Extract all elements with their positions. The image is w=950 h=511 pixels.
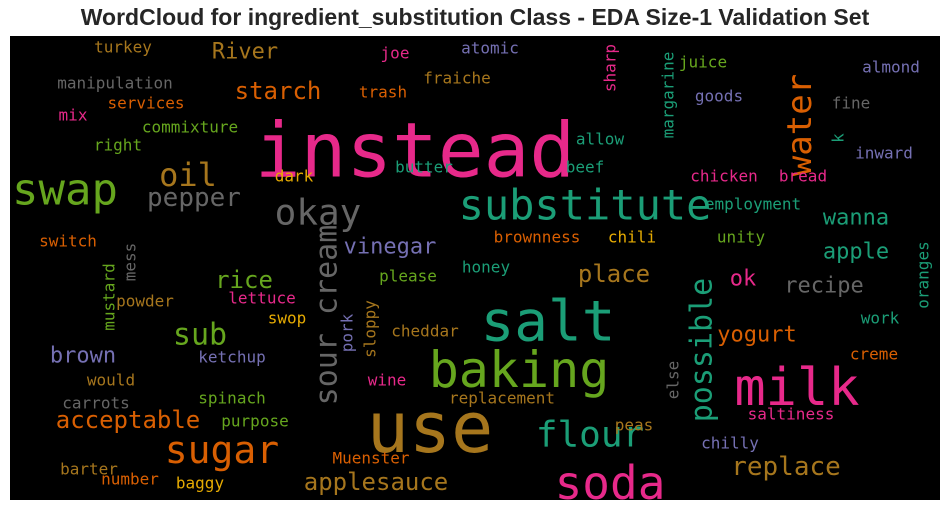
word-mustard: mustard <box>100 263 119 330</box>
word-sugar: sugar <box>165 428 279 472</box>
word-acceptable: acceptable <box>56 406 201 434</box>
word-starch: starch <box>235 77 322 105</box>
word-joe: joe <box>381 44 410 63</box>
word-purpose: purpose <box>221 412 288 431</box>
word-pork: pork <box>338 313 357 352</box>
word-mess: mess <box>121 243 140 282</box>
word-wine: wine <box>368 371 407 390</box>
word-peas: peas <box>615 416 654 435</box>
word-cheddar: cheddar <box>391 322 459 341</box>
word-sour-cream: sour cream <box>310 225 345 406</box>
word-employment: employment <box>705 195 801 214</box>
word-brown: brown <box>50 344 116 369</box>
word-bread: bread <box>779 167 827 186</box>
word-rice: rice <box>215 266 273 294</box>
word-recipe: recipe <box>784 274 863 299</box>
word-place: place <box>578 260 650 288</box>
word-applesauce: applesauce <box>304 468 449 496</box>
word-sub: sub <box>173 318 227 353</box>
word-services: services <box>107 94 184 113</box>
cloud-background <box>10 36 940 500</box>
word-allow: allow <box>576 130 625 149</box>
word-would: would <box>87 371 135 390</box>
word-saltiness: saltiness <box>748 405 835 424</box>
word-swap: swap <box>12 165 118 216</box>
word-replace: replace <box>731 452 841 482</box>
word-dark: dark <box>275 167 314 186</box>
word-swop: swop <box>268 309 307 328</box>
word-inward: inward <box>855 144 913 163</box>
chart-title: WordCloud for ingredient_substitution Cl… <box>80 4 870 30</box>
word-wanna: wanna <box>823 206 889 231</box>
word-juice: juice <box>679 53 727 72</box>
word-powder: powder <box>116 292 174 311</box>
word-substitute: substitute <box>459 181 712 230</box>
word-apple: apple <box>823 240 889 265</box>
word-chilly: chilly <box>701 434 759 453</box>
word-possible: possible <box>685 278 720 423</box>
word-fine: fine <box>832 94 871 113</box>
word-k: k <box>829 133 848 143</box>
word-baggy: baggy <box>176 474 225 493</box>
word-creme: creme <box>850 345 898 364</box>
word-chicken: chicken <box>690 167 757 186</box>
word-work: work <box>861 309 900 328</box>
word-lettuce: lettuce <box>228 289 295 308</box>
word-okay: okay <box>275 193 362 234</box>
word-else: else <box>664 361 683 400</box>
word-use: use <box>367 387 493 469</box>
word-pepper: pepper <box>147 183 241 213</box>
word-commixture: commixture <box>142 118 238 137</box>
word-soda: soda <box>555 456 666 510</box>
word-fraiche: fraiche <box>423 69 490 88</box>
word-mix: mix <box>59 106 88 125</box>
word-carrots: carrots <box>62 394 129 413</box>
word-number: number <box>101 470 159 489</box>
word-atomic: atomic <box>461 39 519 58</box>
word-spinach: spinach <box>198 389 265 408</box>
word-turkey: turkey <box>94 38 152 57</box>
word-beef: beef <box>566 158 605 177</box>
word-almond: almond <box>862 58 920 77</box>
word-ok: ok <box>730 267 757 292</box>
word-brownness: brownness <box>494 228 581 247</box>
word-oil: oil <box>159 156 217 194</box>
word-margarine: margarine <box>659 52 678 139</box>
word-trash: trash <box>359 83 407 102</box>
word-barter: barter <box>60 460 118 479</box>
word-muenster: Muenster <box>332 449 409 468</box>
word-milk: milk <box>734 358 859 418</box>
word-chili: chili <box>608 228 656 247</box>
word-goods: goods <box>695 87 743 106</box>
word-please: please <box>379 267 437 286</box>
word-sloppy: sloppy <box>361 300 380 358</box>
word-manipulation: manipulation <box>57 74 173 93</box>
word-salt: salt <box>481 290 616 355</box>
word-river: River <box>212 40 278 65</box>
word-sharp: sharp <box>601 44 620 92</box>
word-switch: switch <box>39 232 97 251</box>
word-oranges: oranges <box>914 241 933 308</box>
word-flour: flour <box>536 415 644 456</box>
word-right: right <box>94 136 142 155</box>
word-unity: unity <box>717 228 766 247</box>
word-instead: instead <box>255 106 575 195</box>
word-honey: honey <box>462 258 511 277</box>
word-ketchup: ketchup <box>198 348 265 367</box>
word-vinegar: vinegar <box>344 235 437 260</box>
word-water: water <box>780 74 820 176</box>
word-yogurt: yogurt <box>717 323 796 348</box>
word-butter: butter <box>395 158 453 177</box>
word-baking: baking <box>429 341 610 399</box>
word-replacement: replacement <box>449 389 555 408</box>
